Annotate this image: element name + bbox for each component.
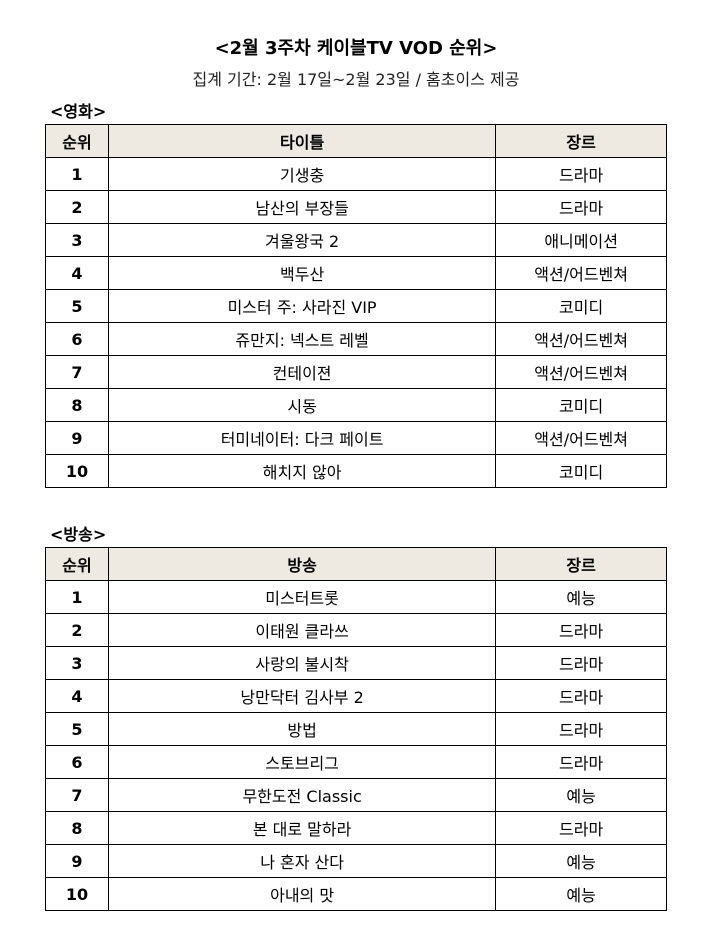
rank-cell: 7 [45, 355, 109, 389]
table-header-row: 순위 타이틀 장르 [45, 124, 667, 158]
title-cell: 스토브리그 [107, 745, 497, 779]
table-row: 1 기생충 드라마 [45, 157, 667, 191]
table-row: 5 방법 드라마 [45, 712, 667, 746]
column-header: 장르 [495, 547, 667, 581]
genre-cell: 애니메이션 [495, 223, 667, 257]
table-row: 10 해치지 않아 코미디 [45, 454, 667, 488]
genre-cell: 예능 [495, 778, 667, 812]
genre-cell: 예능 [495, 580, 667, 614]
section-label-movies: <영화> [50, 102, 107, 121]
genre-cell: 드라마 [495, 157, 667, 191]
table-row: 5 미스터 주: 사라진 VIP 코미디 [45, 289, 667, 323]
title-cell: 백두산 [107, 256, 497, 290]
rank-cell: 2 [45, 190, 109, 224]
page-title: <2월 3주차 케이블TV VOD 순위> [214, 38, 498, 59]
title-cell: 본 대로 말하라 [107, 811, 497, 845]
page-subtitle: 집계 기간: 2월 17일~2월 23일 / 홈초이스 제공 [192, 70, 520, 89]
rank-cell: 8 [45, 388, 109, 422]
genre-cell: 드라마 [495, 190, 667, 224]
rank-cell: 8 [45, 811, 109, 845]
column-header: 방송 [107, 547, 497, 581]
column-header: 장르 [495, 124, 667, 158]
genre-cell: 코미디 [495, 388, 667, 422]
rank-cell: 4 [45, 256, 109, 290]
rank-cell: 2 [45, 613, 109, 647]
column-header: 타이틀 [107, 124, 497, 158]
rank-cell: 7 [45, 778, 109, 812]
table-row: 9 터미네이터: 다크 페이트 액션/어드벤쳐 [45, 421, 667, 455]
rank-cell: 10 [45, 877, 109, 911]
table-header-row: 순위 방송 장르 [45, 547, 667, 581]
genre-cell: 액션/어드벤쳐 [495, 322, 667, 356]
rank-cell: 5 [45, 289, 109, 323]
column-header: 순위 [45, 124, 109, 158]
title-cell: 터미네이터: 다크 페이트 [107, 421, 497, 455]
title-cell: 무한도전 Classic [107, 778, 497, 812]
genre-cell: 액션/어드벤쳐 [495, 355, 667, 389]
table-row: 6 스토브리그 드라마 [45, 745, 667, 779]
title-cell: 컨테이젼 [107, 355, 497, 389]
genre-cell: 드라마 [495, 679, 667, 713]
title-cell: 방법 [107, 712, 497, 746]
rank-cell: 6 [45, 745, 109, 779]
title-cell: 나 혼자 산다 [107, 844, 497, 878]
genre-cell: 예능 [495, 877, 667, 911]
title-cell: 겨울왕국 2 [107, 223, 497, 257]
title-cell: 사랑의 불시착 [107, 646, 497, 680]
genre-cell: 액션/어드벤쳐 [495, 421, 667, 455]
rank-cell: 5 [45, 712, 109, 746]
table-row: 10 아내의 맛 예능 [45, 877, 667, 911]
genre-cell: 드라마 [495, 712, 667, 746]
genre-cell: 드라마 [495, 745, 667, 779]
title-cell: 미스터 주: 사라진 VIP [107, 289, 497, 323]
rank-cell: 3 [45, 223, 109, 257]
table-row: 1 미스터트롯 예능 [45, 580, 667, 614]
genre-cell: 드라마 [495, 811, 667, 845]
title-cell: 해치지 않아 [107, 454, 497, 488]
section-label-broadcast: <방송> [50, 525, 107, 544]
table-row: 3 사랑의 불시착 드라마 [45, 646, 667, 680]
rank-cell: 3 [45, 646, 109, 680]
genre-cell: 드라마 [495, 646, 667, 680]
movie-ranking-table: 순위 타이틀 장르 1 기생충 드라마 2 남산의 부장들 드라마 3 겨울왕국 2 애니메이션 4 백… [45, 124, 667, 488]
rank-cell: 4 [45, 679, 109, 713]
table-row: 7 무한도전 Classic 예능 [45, 778, 667, 812]
table-row: 7 컨테이젼 액션/어드벤쳐 [45, 355, 667, 389]
title-cell: 미스터트롯 [107, 580, 497, 614]
column-header: 순위 [45, 547, 109, 581]
title-cell: 아내의 맛 [107, 877, 497, 911]
genre-cell: 코미디 [495, 454, 667, 488]
table-row: 2 이태원 클라쓰 드라마 [45, 613, 667, 647]
title-cell: 이태원 클라쓰 [107, 613, 497, 647]
table-row: 8 시동 코미디 [45, 388, 667, 422]
genre-cell: 예능 [495, 844, 667, 878]
genre-cell: 코미디 [495, 289, 667, 323]
rank-cell: 9 [45, 421, 109, 455]
title-cell: 남산의 부장들 [107, 190, 497, 224]
title-cell: 낭만닥터 김사부 2 [107, 679, 497, 713]
rank-cell: 1 [45, 580, 109, 614]
table-row: 2 남산의 부장들 드라마 [45, 190, 667, 224]
genre-cell: 액션/어드벤쳐 [495, 256, 667, 290]
rank-cell: 1 [45, 157, 109, 191]
rank-cell: 6 [45, 322, 109, 356]
title-cell: 기생충 [107, 157, 497, 191]
rank-cell: 10 [45, 454, 109, 488]
genre-cell: 드라마 [495, 613, 667, 647]
title-cell: 쥬만지: 넥스트 레벨 [107, 322, 497, 356]
table-row: 3 겨울왕국 2 애니메이션 [45, 223, 667, 257]
rank-cell: 9 [45, 844, 109, 878]
title-cell: 시동 [107, 388, 497, 422]
table-row: 4 백두산 액션/어드벤쳐 [45, 256, 667, 290]
broadcast-ranking-table: 순위 방송 장르 1 미스터트롯 예능 2 이태원 클라쓰 드라마 3 사랑의 불시착 드라마 4 낭만… [45, 547, 667, 911]
table-row: 4 낭만닥터 김사부 2 드라마 [45, 679, 667, 713]
table-row: 6 쥬만지: 넥스트 레벨 액션/어드벤쳐 [45, 322, 667, 356]
